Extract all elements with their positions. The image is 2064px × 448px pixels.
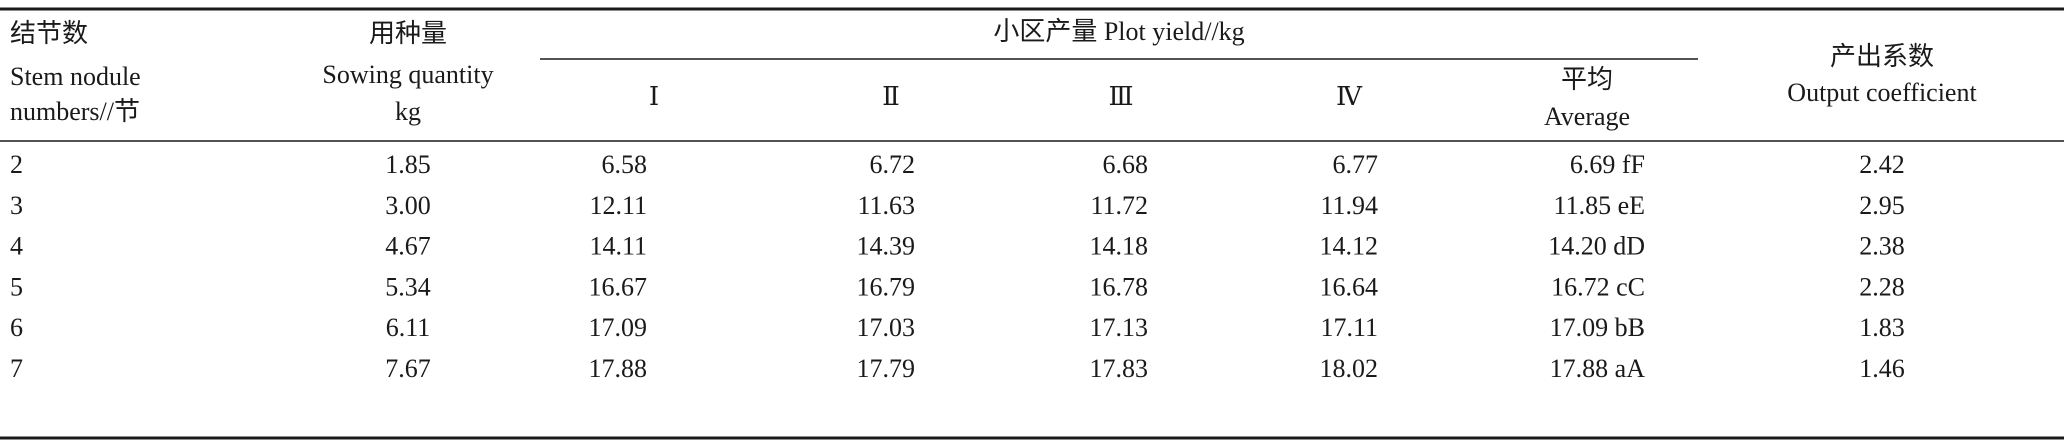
header-cell: 平均 bbox=[1561, 65, 1613, 94]
table-cell: 6.72 bbox=[870, 150, 916, 179]
table-cell: 16.79 bbox=[857, 272, 916, 301]
table-cell: 6.11 bbox=[386, 313, 431, 342]
table-cell: 1.85 bbox=[385, 150, 431, 179]
header-cell: Ⅳ bbox=[1336, 82, 1363, 111]
header-cell: 结节数 bbox=[10, 19, 88, 48]
table-cell: 14.39 bbox=[857, 232, 916, 261]
table-cell: 17.09 bB bbox=[1550, 313, 1645, 342]
table-cell: 14.11 bbox=[589, 232, 647, 261]
table-cell: 17.11 bbox=[1320, 313, 1378, 342]
header-cell: Sowing quantity bbox=[322, 60, 493, 89]
table-cell: 14.12 bbox=[1320, 232, 1379, 261]
header-cell: Ⅱ bbox=[882, 82, 900, 111]
table-cell: 16.78 bbox=[1090, 272, 1149, 301]
table-cell: 7 bbox=[10, 354, 23, 383]
table-cell: 5 bbox=[10, 272, 23, 301]
table-cell: 2.28 bbox=[1859, 272, 1905, 301]
table-cell: 2.38 bbox=[1859, 232, 1905, 261]
table-cell: 1.83 bbox=[1859, 313, 1905, 342]
table-cell: 3 bbox=[10, 191, 23, 220]
header-cell: 用种量 bbox=[369, 19, 447, 48]
table-cell: 11.94 bbox=[1320, 191, 1378, 220]
table-cell: 3.00 bbox=[385, 191, 431, 220]
table-cell: 4 bbox=[10, 232, 23, 261]
table-cell: 17.79 bbox=[857, 354, 916, 383]
table-cell: 11.72 bbox=[1090, 191, 1148, 220]
table-cell: 17.09 bbox=[589, 313, 648, 342]
table-cell: 18.02 bbox=[1320, 354, 1379, 383]
header-cell: 产出系数 bbox=[1830, 42, 1934, 71]
table-cell: 17.88 bbox=[589, 354, 648, 383]
table-cell: 17.88 aA bbox=[1550, 354, 1646, 383]
header-cell: Stem nodule bbox=[10, 62, 141, 91]
table-cell: 16.64 bbox=[1320, 272, 1379, 301]
table-cell: 11.85 eE bbox=[1554, 191, 1645, 220]
table-cell: 17.03 bbox=[857, 313, 916, 342]
table-cell: 6 bbox=[10, 313, 23, 342]
header-cell: Average bbox=[1544, 102, 1630, 131]
table-cell: 6.77 bbox=[1333, 150, 1379, 179]
header-cell: Ⅲ bbox=[1108, 82, 1133, 111]
header-cell: kg bbox=[395, 97, 421, 126]
header-cell: 小区产量 Plot yield//kg bbox=[993, 17, 1244, 46]
table-cell: 2.95 bbox=[1859, 191, 1905, 220]
table-cell: 16.72 cC bbox=[1551, 272, 1645, 301]
table-cell: 1.46 bbox=[1859, 354, 1905, 383]
table-cell: 14.18 bbox=[1090, 232, 1149, 261]
table-cell: 2.42 bbox=[1859, 150, 1905, 179]
header-cell: Ⅰ bbox=[649, 82, 659, 111]
table-cell: 6.69 fF bbox=[1570, 150, 1645, 179]
header-cell: numbers//节 bbox=[10, 97, 140, 126]
table-cell: 16.67 bbox=[589, 272, 648, 301]
table-cell: 2 bbox=[10, 150, 23, 179]
table-cell: 14.20 dD bbox=[1548, 232, 1645, 261]
table-cell: 12.11 bbox=[589, 191, 647, 220]
table-cell: 17.83 bbox=[1090, 354, 1149, 383]
table-cell: 7.67 bbox=[385, 354, 431, 383]
header-cell: Output coefficient bbox=[1787, 78, 1977, 107]
table-cell: 11.63 bbox=[857, 191, 915, 220]
table-cell: 17.13 bbox=[1090, 313, 1149, 342]
table-cell: 5.34 bbox=[385, 272, 431, 301]
table-cell: 4.67 bbox=[385, 232, 431, 261]
table-cell: 6.68 bbox=[1103, 150, 1149, 179]
table-cell: 6.58 bbox=[602, 150, 648, 179]
